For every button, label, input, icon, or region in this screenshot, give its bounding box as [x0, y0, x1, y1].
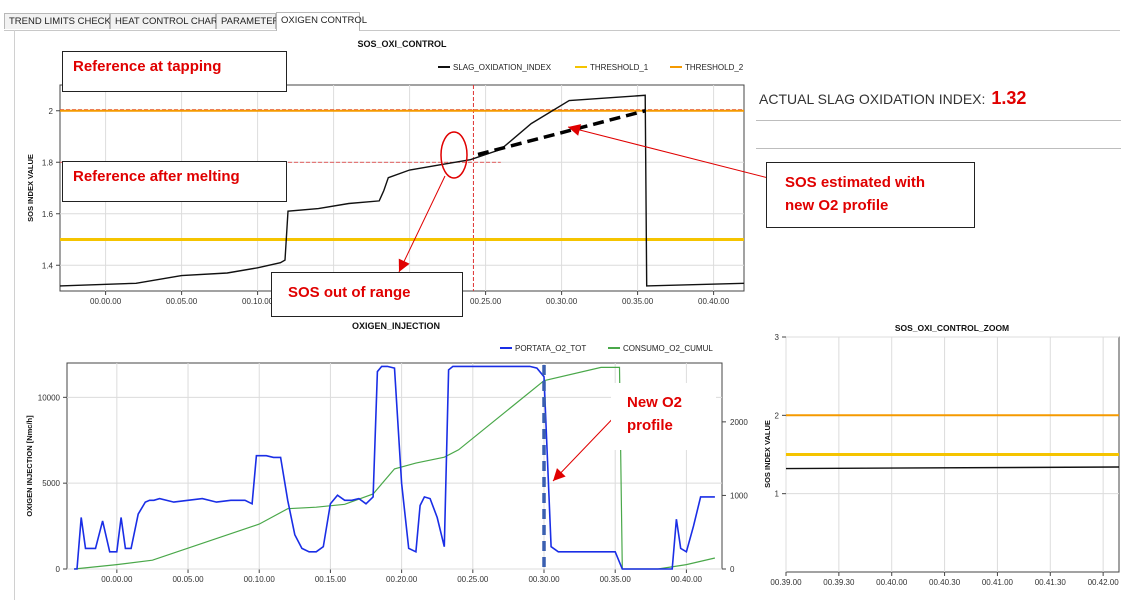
y-tick-label: 10000 [38, 393, 61, 402]
legend-label: CONSUMO_O2_CUMUL [623, 344, 713, 353]
readout-divider-bottom [756, 148, 1121, 149]
sos-estimate-line [477, 109, 646, 157]
x-tick-label: 00.41.30 [1035, 578, 1067, 587]
y-tick-label: 1.6 [42, 210, 54, 219]
x-tick-label: 00.05.00 [166, 297, 198, 306]
x-tick-label: 00.40.00 [876, 578, 908, 587]
legend-label: THRESHOLD_2 [685, 63, 744, 72]
x-tick-label: 00.40.00 [671, 575, 703, 584]
y-tick-label: 2 [775, 411, 780, 420]
arrow-new-o2-profile [552, 409, 622, 482]
x-tick-label: 00.20.00 [386, 575, 418, 584]
portata-o2-line [74, 365, 715, 570]
x-tick-label: 00.05.00 [172, 575, 204, 584]
legend-label: SLAG_OXIDATION_INDEX [453, 63, 552, 72]
arrow-sos-out-of-range [398, 175, 446, 273]
tab-oxigen-control[interactable]: OXIGEN CONTROL [276, 12, 367, 31]
x-tick-label: 00.39.30 [823, 578, 855, 587]
x-tick-label: 00.42.00 [1088, 578, 1120, 587]
x-tick-label: 00.15.00 [315, 575, 347, 584]
arrow-new-o2-profile-head [553, 468, 566, 481]
out-of-range-highlight [440, 131, 468, 179]
chart-title: SOS_OXI_CONTROL_ZOOM [895, 323, 1009, 333]
slag-oxidation-line [59, 94, 745, 287]
y-tick-label: 1.8 [42, 158, 54, 167]
x-tick-label: 00.00.00 [90, 297, 122, 306]
x-tick-label: 00.25.00 [470, 297, 502, 306]
y-axis-label: SOS INDEX VALUE [763, 420, 772, 488]
oxigen-control-panel [14, 30, 1121, 600]
annotation-reference-melting: Reference after melting [62, 161, 287, 202]
tab-heat-control-charts[interactable]: HEAT CONTROL CHARTS [110, 13, 230, 29]
x-tick-label: 00.35.00 [622, 297, 654, 306]
x-tick-label: 00.40.00 [698, 297, 730, 306]
actual-slag-oxidation-readout: ACTUAL SLAG OXIDATION INDEX: 1.32 [759, 88, 1026, 109]
tab-trend-limits-check[interactable]: TREND LIMITS CHECK [4, 13, 111, 29]
x-tick-label: 00.00.00 [101, 575, 133, 584]
annotation-reference-tapping: Reference at tapping [62, 51, 287, 92]
x-tick-label: 00.35.00 [600, 575, 632, 584]
tab-parameters[interactable]: PARAMETERS [216, 13, 286, 29]
actual-index-label: ACTUAL SLAG OXIDATION INDEX: [759, 91, 986, 107]
annotation-new-o2-profile: New O2 profile [611, 383, 716, 450]
sos-oxi-control-zoom-chart: 00.39.00 00.39.30 00.40.00 00.40.30 00.41.00… [763, 323, 1120, 587]
annotation-arrows [398, 124, 781, 482]
x-tick-label: 00.25.00 [457, 575, 489, 584]
readout-divider-top [756, 120, 1121, 121]
actual-index-value: 1.32 [991, 88, 1027, 108]
y2-tick-label: 2000 [730, 418, 748, 427]
arrow-sos-out-of-range-head [398, 258, 410, 272]
legend-label: THRESHOLD_1 [590, 63, 649, 72]
arrow-sos-estimated [567, 126, 781, 182]
chart-title: SOS_OXI_CONTROL [357, 39, 447, 49]
annotation-sos-estimated: SOS estimated with new O2 profile [766, 162, 975, 228]
y2-tick-label: 1000 [730, 491, 748, 500]
x-tick-label: 00.10.00 [244, 575, 276, 584]
zoom-slag-oxidation-line [785, 466, 1120, 470]
y-axis-label: OXIGEN INJECTION [Nmc/h] [25, 415, 34, 517]
legend-label: PORTATA_O2_TOT [515, 344, 586, 353]
x-tick-label: 00.10.00 [242, 297, 274, 306]
tab-bar: TREND LIMITS CHECK HEAT CONTROL CHARTS P… [4, 12, 1120, 31]
y-tick-label: 3 [775, 333, 780, 342]
x-tick-label: 00.30.00 [546, 297, 578, 306]
y-tick-label: 5000 [42, 479, 60, 488]
y-tick-label: 2 [49, 107, 54, 116]
y-tick-label: 1 [775, 490, 780, 499]
oxigen-injection-chart: 00.00.00 00.05.00 00.10.00 00.15.00 00.20.00… [25, 344, 748, 584]
y-axis-label: SOS INDEX VALUE [26, 154, 35, 222]
x-axis-label: OXIGEN_INJECTION [352, 321, 440, 331]
x-tick-label: 00.40.30 [929, 578, 961, 587]
y-tick-label: 1.4 [42, 261, 54, 270]
x-tick-label: 00.41.00 [982, 578, 1014, 587]
annotation-sos-out-of-range: SOS out of range [271, 272, 463, 317]
arrow-sos-estimated-head [568, 124, 582, 136]
y2-tick-label: 0 [730, 565, 735, 574]
x-tick-label: 00.30.00 [528, 575, 560, 584]
y-tick-label: 0 [56, 565, 61, 574]
x-tick-label: 00.39.00 [770, 578, 802, 587]
